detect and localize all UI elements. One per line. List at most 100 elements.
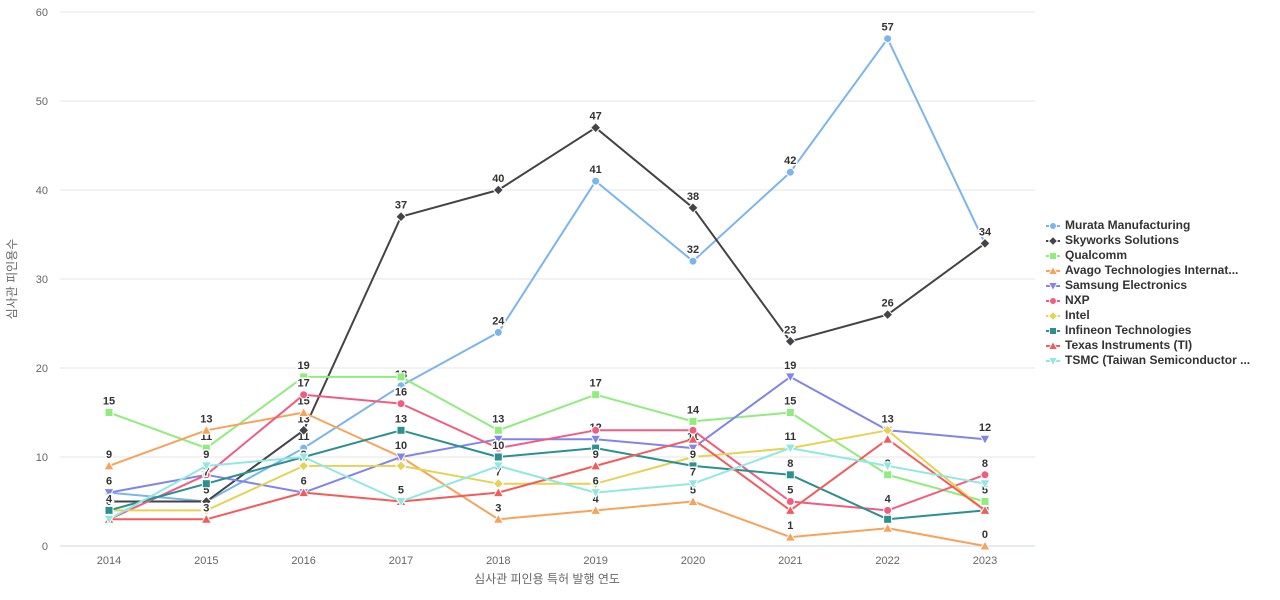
data-point-infineon-technologies-2020[interactable]: [688, 461, 698, 471]
legend-marker-shape[interactable]: [1047, 281, 1059, 292]
data-point-samsung-electronics-2023[interactable]: [979, 434, 991, 446]
data-point-murata-manufacturing-2022[interactable]: [883, 34, 893, 44]
y-tick-label: 60: [36, 7, 48, 19]
data-point-avago-technologies-internat-2019[interactable]: [589, 504, 602, 515]
data-point-murata-manufacturing-2019[interactable]: [591, 176, 601, 186]
data-point-skyworks-solutions-2021[interactable]: [784, 335, 797, 348]
series-line-nxp: [108, 393, 986, 521]
data-point-intel-2016[interactable]: [297, 460, 310, 472]
data-point-qualcomm-2019[interactable]: [591, 390, 601, 400]
data-point-texas-instruments-ti-2020[interactable]: [687, 433, 699, 444]
data-point-qualcomm-2015[interactable]: [201, 443, 211, 453]
data-point-samsung-electronics-2019[interactable]: [589, 434, 602, 446]
data-point-qualcomm-2017[interactable]: [396, 372, 406, 382]
data-point-avago-technologies-internat-2016[interactable]: [297, 406, 310, 417]
data-point-skyworks-solutions-2023[interactable]: [979, 237, 991, 250]
legend-item-nxp[interactable]: NXP: [1046, 293, 1250, 308]
data-point-infineon-technologies-2021[interactable]: [785, 470, 795, 480]
data-point-tsmc-taiwan-semiconductor-2015[interactable]: [200, 461, 213, 472]
data-point-infineon-technologies-2019[interactable]: [591, 443, 601, 453]
legend-item-samsung-electronics[interactable]: Samsung Electronics: [1046, 278, 1250, 293]
data-point-skyworks-solutions-2017[interactable]: [395, 210, 407, 223]
data-point-qualcomm-2022[interactable]: [883, 470, 893, 480]
data-point-murata-manufacturing-2018[interactable]: [493, 327, 503, 337]
data-point-infineon-technologies-2022[interactable]: [883, 514, 893, 524]
data-point-qualcomm-2014[interactable]: [104, 408, 114, 417]
legend-item-qualcomm[interactable]: Qualcomm: [1046, 248, 1250, 263]
data-point-skyworks-solutions-2018[interactable]: [492, 184, 505, 196]
data-point-infineon-technologies-2014[interactable]: [104, 505, 114, 515]
data-point-murata-manufacturing-2021[interactable]: [785, 167, 795, 177]
data-point-avago-technologies-internat-2020[interactable]: [687, 495, 699, 506]
data-point-samsung-electronics-2018[interactable]: [492, 434, 505, 446]
data-point-texas-instruments-ti-2016[interactable]: [297, 486, 310, 498]
legend-marker-shape[interactable]: [1047, 339, 1059, 350]
data-point-tsmc-taiwan-semiconductor-2022[interactable]: [881, 461, 894, 472]
data-point-samsung-electronics-2021[interactable]: [784, 372, 797, 383]
data-point-texas-instruments-ti-2015[interactable]: [200, 513, 213, 524]
legend-marker-shape[interactable]: [1049, 251, 1057, 260]
data-point-murata-manufacturing-2020[interactable]: [688, 256, 698, 266]
data-point-avago-technologies-internat-2021[interactable]: [784, 531, 797, 542]
data-point-qualcomm-2023[interactable]: [980, 497, 990, 506]
legend-marker-shape[interactable]: [1047, 235, 1059, 246]
data-point-skyworks-solutions-2020[interactable]: [687, 202, 699, 214]
data-point-intel-2017[interactable]: [395, 460, 407, 472]
data-point-texas-instruments-ti-2018[interactable]: [492, 486, 505, 498]
legend-item-avago-technologies-internat[interactable]: Avago Technologies Internat...: [1046, 263, 1250, 278]
data-point-samsung-electronics-2020[interactable]: [687, 443, 699, 455]
legend-item-skyworks-solutions[interactable]: Skyworks Solutions: [1046, 233, 1250, 248]
data-point-avago-technologies-internat-2022[interactable]: [881, 522, 894, 533]
legend-item-texas-instruments-ti[interactable]: Texas Instruments (TI): [1046, 338, 1250, 353]
data-point-tsmc-taiwan-semiconductor-2014[interactable]: [103, 514, 115, 526]
data-point-tsmc-taiwan-semiconductor-2021[interactable]: [784, 443, 797, 455]
legend-marker-shape[interactable]: [1047, 310, 1059, 321]
data-point-tsmc-taiwan-semiconductor-2023[interactable]: [979, 479, 991, 490]
data-point-samsung-electronics-2017[interactable]: [395, 452, 407, 464]
legend-item-murata-manufacturing[interactable]: Murata Manufacturing: [1046, 218, 1250, 233]
legend-item-infineon-technologies[interactable]: Infineon Technologies: [1046, 323, 1250, 338]
data-point-infineon-technologies-2018[interactable]: [493, 452, 503, 462]
legend-item-intel[interactable]: Intel: [1046, 308, 1250, 323]
legend-marker-shape[interactable]: [1047, 264, 1059, 275]
data-point-avago-technologies-internat-2014[interactable]: [103, 459, 115, 471]
data-point-tsmc-taiwan-semiconductor-2017[interactable]: [395, 497, 407, 508]
data-point-nxp-2023[interactable]: [980, 470, 990, 480]
data-point-nxp-2018[interactable]: [493, 443, 503, 453]
data-point-infineon-technologies-2017[interactable]: [396, 425, 406, 435]
legend-marker-shape[interactable]: [1047, 356, 1059, 367]
data-point-tsmc-taiwan-semiconductor-2020[interactable]: [687, 479, 699, 490]
legend-marker-shape[interactable]: [1049, 221, 1057, 230]
data-point-tsmc-taiwan-semiconductor-2019[interactable]: [589, 488, 602, 499]
data-point-avago-technologies-internat-2023[interactable]: [979, 539, 991, 551]
data-point-skyworks-solutions-2022[interactable]: [881, 308, 894, 321]
data-point-qualcomm-2021[interactable]: [785, 408, 795, 417]
data-point-avago-technologies-internat-2018[interactable]: [492, 513, 505, 524]
data-point-avago-technologies-internat-2015[interactable]: [200, 424, 213, 435]
data-point-qualcomm-2016[interactable]: [299, 372, 309, 382]
data-point-texas-instruments-ti-2019[interactable]: [589, 459, 602, 471]
data-point-nxp-2022[interactable]: [883, 505, 893, 515]
data-point-tsmc-taiwan-semiconductor-2016[interactable]: [297, 452, 310, 464]
data-point-skyworks-solutions-2019[interactable]: [589, 121, 602, 134]
data-point-samsung-electronics-2014[interactable]: [103, 488, 115, 499]
legend-marker-shape[interactable]: [1049, 296, 1057, 305]
data-point-texas-instruments-ti-2023[interactable]: [979, 504, 991, 515]
data-point-nxp-2020[interactable]: [688, 425, 698, 435]
data-point-murata-manufacturing-2016[interactable]: [299, 443, 309, 453]
legend-marker-shape[interactable]: [1049, 326, 1057, 335]
data-point-nxp-2021[interactable]: [785, 497, 795, 506]
data-point-nxp-2019[interactable]: [591, 425, 601, 435]
data-point-infineon-technologies-2015[interactable]: [201, 479, 211, 489]
legend-item-tsmc-taiwan-semiconductor[interactable]: TSMC (Taiwan Semiconductor ...: [1046, 353, 1250, 368]
data-point-nxp-2016[interactable]: [299, 390, 309, 400]
legend-label: Murata Manufacturing: [1065, 218, 1191, 232]
data-point-texas-instruments-ti-2022[interactable]: [881, 433, 894, 444]
data-point-tsmc-taiwan-semiconductor-2018[interactable]: [492, 461, 505, 472]
data-point-skyworks-solutions-2016[interactable]: [297, 424, 310, 437]
data-point-texas-instruments-ti-2021[interactable]: [784, 504, 797, 515]
data-point-qualcomm-2020[interactable]: [688, 416, 698, 426]
data-point-nxp-2017[interactable]: [396, 399, 406, 409]
data-point-qualcomm-2018[interactable]: [493, 425, 503, 435]
data-point-murata-manufacturing-2017[interactable]: [396, 381, 406, 391]
